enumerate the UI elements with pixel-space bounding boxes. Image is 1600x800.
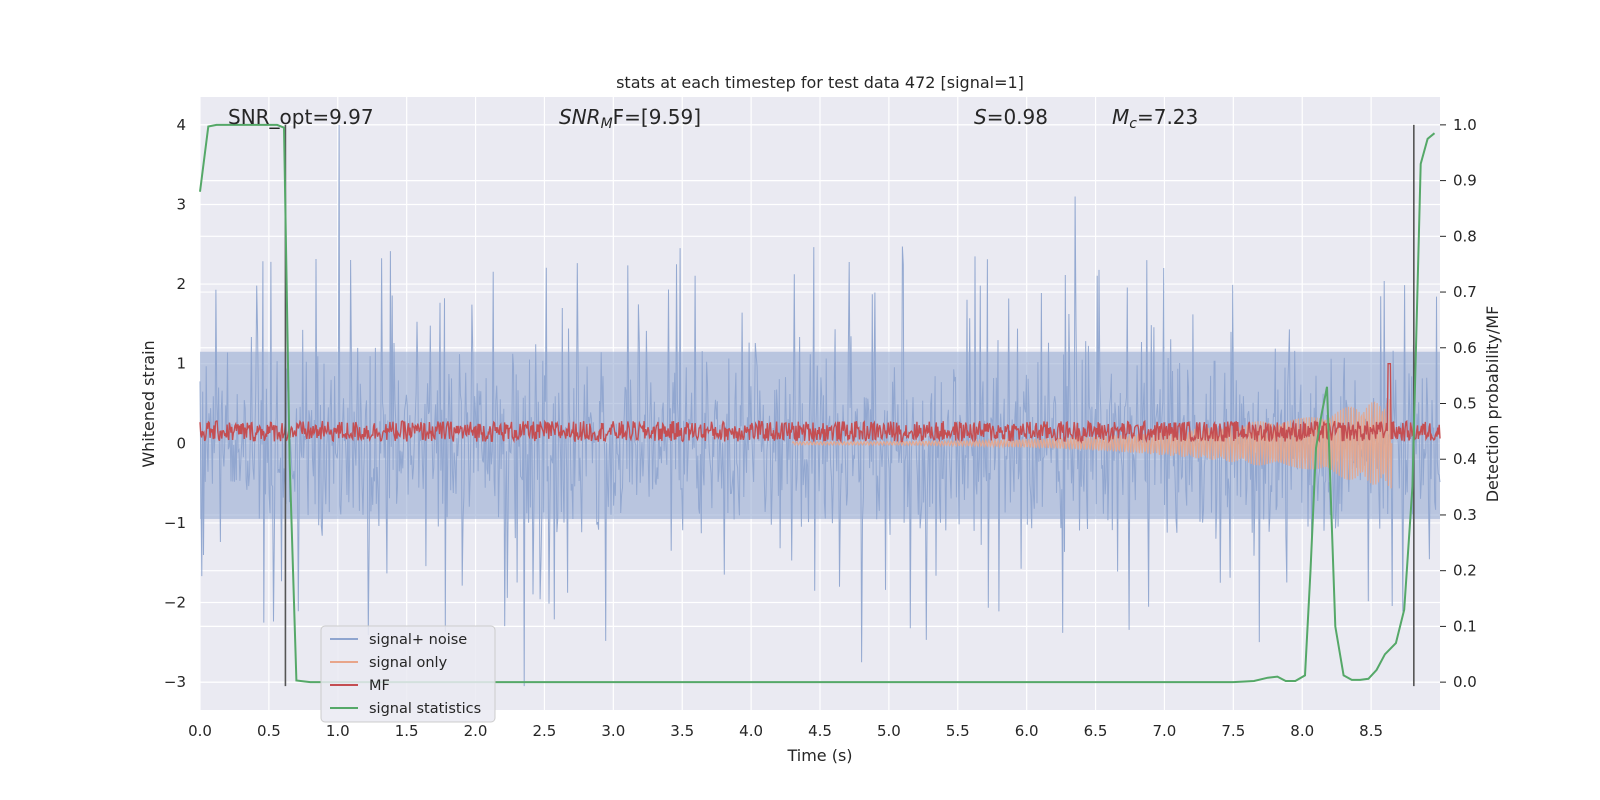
snr-mf-subscript: M	[601, 116, 613, 132]
x-tick-label: 6.0	[1015, 722, 1039, 740]
x-tick-label: 2.0	[464, 722, 488, 740]
x-tick-label: 1.0	[326, 722, 350, 740]
x-tick-label: 6.5	[1084, 722, 1108, 740]
mc-symbol: M	[1112, 105, 1129, 129]
y-tick-label-left: 3	[176, 195, 186, 213]
y-tick-label-right: 0.8	[1453, 227, 1477, 245]
y-tick-label-left: −2	[164, 594, 186, 612]
y-tick-label-right: 1.0	[1453, 116, 1477, 134]
y-tick-label-right: 0.4	[1453, 450, 1477, 468]
s-symbol: S	[974, 105, 987, 129]
snr-mf-annotation: SNRMF=[9.59]	[559, 105, 701, 132]
y-tick-label-left: 4	[176, 116, 186, 134]
x-axis-label: Time (s)	[786, 746, 852, 765]
x-tick-label: 1.5	[395, 722, 419, 740]
legend: signal+ noise signal only MF signal stat…	[320, 625, 496, 723]
y-tick-label-right: 0.7	[1453, 283, 1477, 301]
y-tick-label-right: 0.1	[1453, 617, 1477, 635]
x-tick-label: 4.5	[808, 722, 832, 740]
y-tick-label-right: 0.5	[1453, 395, 1477, 413]
y-tick-label-right: 0.0	[1453, 673, 1477, 691]
y-tick-label-right: 0.9	[1453, 172, 1477, 190]
legend-label-mf: MF	[369, 678, 390, 694]
y-tick-label-right: 0.6	[1453, 339, 1477, 357]
x-tick-label: 7.5	[1221, 722, 1245, 740]
legend-label-signal-statistics: signal statistics	[369, 701, 481, 717]
x-tick-label: 8.0	[1290, 722, 1314, 740]
y-axis-label-left: Whitened strain	[139, 340, 158, 467]
signal-only-line	[791, 399, 1393, 489]
x-tick-label: 2.5	[533, 722, 557, 740]
mf-line	[199, 363, 1441, 444]
y-tick-label-left: 1	[176, 355, 186, 373]
x-tick-label: 0.0	[188, 722, 212, 740]
y-axis-label-right: Detection probability/MF	[1483, 306, 1502, 503]
snr-mf-value: F=[9.59]	[613, 105, 701, 129]
legend-label-signal-only: signal only	[369, 655, 448, 671]
y-tick-label-left: −3	[164, 673, 186, 691]
x-tick-label: 5.0	[877, 722, 901, 740]
data-layer	[199, 123, 1441, 687]
x-tick-label: 3.0	[601, 722, 625, 740]
x-tick-label: 0.5	[257, 722, 281, 740]
y-tick-label-left: 0	[176, 434, 186, 452]
x-tick-label: 4.0	[739, 722, 763, 740]
legend-box	[320, 625, 496, 723]
mc-value: =7.23	[1137, 105, 1198, 129]
chart-title: stats at each timestep for test data 472…	[616, 73, 1024, 92]
mc-subscript: c	[1129, 116, 1137, 132]
x-tick-label: 7.0	[1153, 722, 1177, 740]
signal-statistics-line	[199, 123, 1436, 684]
y-tick-label-right: 0.2	[1453, 562, 1477, 580]
y-tick-label-right: 0.3	[1453, 506, 1477, 524]
y-tick-label-left: 2	[176, 275, 186, 293]
mc-annotation: Mc=7.23	[1112, 105, 1198, 132]
legend-label-signal-noise: signal+ noise	[369, 632, 467, 648]
x-tick-label: 5.5	[946, 722, 970, 740]
y-tick-label-left: −1	[164, 514, 186, 532]
snr-mf-symbol: SNR	[559, 105, 601, 129]
x-tick-label: 8.5	[1359, 722, 1383, 740]
ticks: 0.0 0.5 1.0 1.5 2.0 2.5 3.0 3.5 4.0 4.5 5.0 5.5 6.0 6…	[164, 116, 1477, 740]
s-value: =0.98	[987, 105, 1048, 129]
snr-opt-annotation: SNR_opt=9.97	[228, 105, 374, 129]
s-annotation: S=0.98	[974, 105, 1048, 129]
x-tick-label: 3.5	[670, 722, 694, 740]
